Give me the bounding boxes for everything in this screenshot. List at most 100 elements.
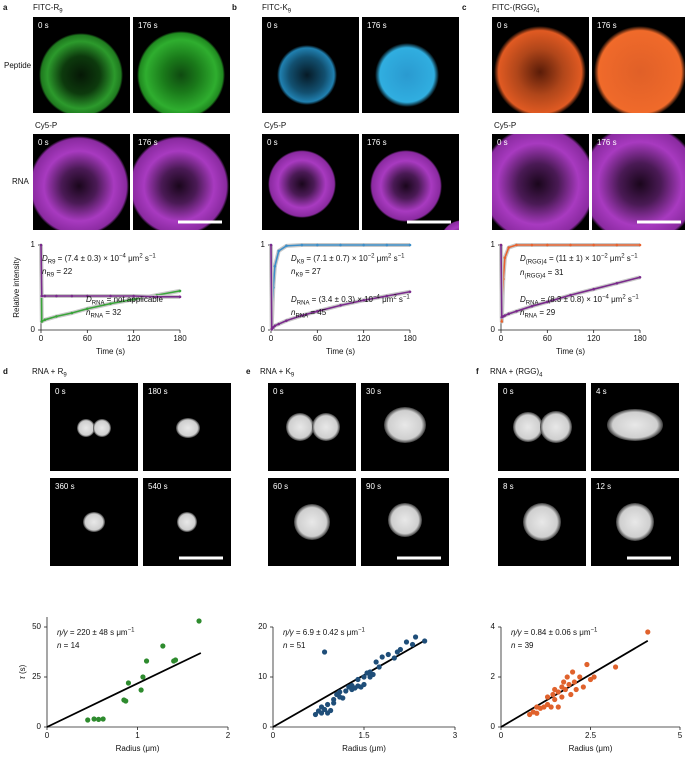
data-point [321,706,328,713]
text-part: RNA [92,300,105,306]
text-part: 4 [539,372,543,378]
text-part: −1 [128,627,136,633]
recovery-curve [40,244,180,298]
condensate [133,136,229,230]
y-tick-label: 0 [31,325,36,334]
data-point [385,651,391,658]
panel-letter: c [462,3,467,12]
text-part: RNA + K [260,367,292,376]
annotation: n = 39 [511,641,534,650]
data-point [391,655,397,661]
text-part: μm [126,254,140,263]
text-part: s [397,295,403,304]
time-label: 4 s [596,387,607,396]
data-point [312,711,319,718]
data-point [592,243,595,247]
data-point [86,307,89,311]
micrograph: 0 s [262,134,359,230]
data-point [340,695,346,701]
data-point [43,294,47,298]
text-part: s [143,254,149,263]
data-point [55,294,58,298]
x-tick-label: 120 [127,334,141,343]
condensate [77,419,95,437]
data-point [172,657,179,663]
data-point [125,680,132,686]
condensate [616,503,654,541]
time-label: 176 s [597,138,617,147]
x-axis-label: Time (s) [556,347,585,356]
row-label: RNA [12,177,30,186]
x-tick-label: 5 [678,731,683,740]
data-point [55,315,58,318]
data-point [546,300,549,304]
annotation: η/γ = 220 ± 48 s μm−1 [57,627,135,637]
condensate [312,413,340,441]
micrograph: 0 s [33,134,130,230]
condensate [540,411,572,443]
panel-letter: b [232,3,237,12]
data-point [408,290,412,294]
time-label: 90 s [366,482,381,491]
data-point [548,704,554,710]
x-tick-label: 120 [587,334,601,343]
x-tick-label: 180 [403,334,417,343]
text-part: RNA [90,313,103,319]
text-part: n [520,308,525,317]
data-point [277,322,281,326]
data-point [40,294,44,298]
text-part: = 51 [287,641,306,650]
data-point [385,294,389,298]
data-point [503,256,507,260]
annotation: DK9 = (7.1 ± 0.7) × 10−2 μm2 s−1 [291,253,405,265]
data-point [569,243,572,247]
text-part: (RGG)4 [526,259,548,265]
text-part: = 39 [515,641,534,650]
data-point [571,679,577,685]
data-point [507,246,511,249]
x-tick-label: 3 [453,731,458,740]
x-tick-label: 1 [135,731,140,740]
text-part: n [42,267,47,276]
y-axis-label: τ (s) [18,664,27,679]
text-part: η/γ [57,628,69,637]
data-point [285,319,288,322]
y-tick-label: 1 [261,240,266,249]
data-point [376,664,382,670]
data-point [552,696,558,703]
annotation: nR9 = 22 [42,267,73,278]
data-point [70,311,74,315]
time-label: 30 s [366,387,381,396]
data-point [123,698,129,704]
x-axis-label: Time (s) [96,347,125,356]
y-axis-label: Relative intensity [12,257,21,317]
annotation: nK9 = 27 [291,267,321,278]
text-part: −1 [632,294,640,300]
text-part: = (8.3 ± 0.8) × 10 [538,295,602,304]
data-point [577,674,583,680]
annotation: n = 51 [283,641,306,650]
time-label: 360 s [55,482,75,491]
text-part: μm [375,254,389,263]
data-point [132,294,135,298]
micrograph: 4 s [591,383,679,471]
x-axis-label: Radius (μm) [342,744,386,753]
y-tick-label: 4 [491,622,496,631]
time-label: 0 s [267,138,278,147]
panel-subtitle: Cy5-P [264,121,286,130]
data-point [564,674,570,680]
data-point [160,643,166,649]
text-part: −4 [119,253,127,259]
text-part: n [291,267,296,276]
data-point [91,716,97,722]
x-tick-label: 0 [39,334,44,343]
micrograph: 60 s [268,478,356,566]
micrograph: 360 s [50,478,138,566]
data-point [331,696,337,703]
data-point [580,684,586,690]
x-tick-label: 180 [633,334,647,343]
data-point [316,310,319,313]
data-point [422,638,428,644]
annotation: DRNA = (8.3 ± 0.8) × 10−4 μm2 s−1 [520,294,639,306]
data-point [385,243,389,247]
